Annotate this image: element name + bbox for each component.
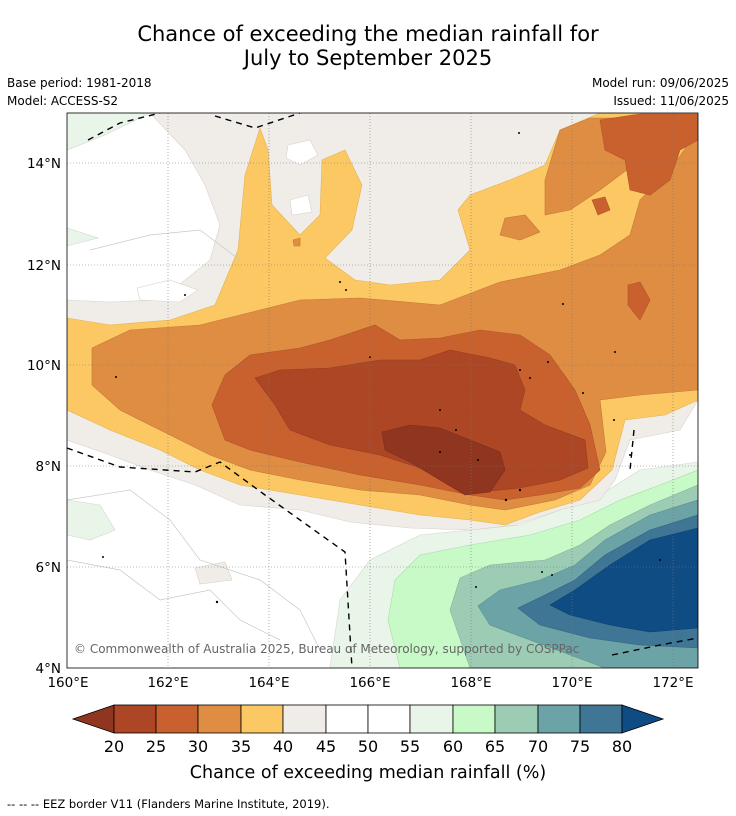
copyright-text: © Commonwealth of Australia 2025, Bureau… bbox=[74, 642, 579, 656]
lon-label-166e: 166°E bbox=[349, 675, 390, 691]
eez-borders bbox=[67, 113, 698, 668]
cbar-40-45 bbox=[282, 704, 327, 734]
meta-left: Base period: 1981-2018 Model: ACCESS-S2 bbox=[7, 74, 152, 110]
title-line-2: July to September 2025 bbox=[243, 46, 493, 70]
contour-lines bbox=[67, 229, 321, 651]
cbar-lt20 bbox=[71, 704, 115, 734]
lon-label-170e: 170°E bbox=[551, 675, 592, 691]
lat-label-8n: 8°N bbox=[36, 459, 61, 475]
cbar-gt80 bbox=[621, 704, 665, 734]
cbar-30-35 bbox=[197, 704, 242, 734]
cbar-45-50 bbox=[325, 704, 369, 734]
fill-55-60-west bbox=[67, 227, 100, 247]
cbar-60-65 bbox=[452, 704, 496, 734]
lat-labels: 4°N 6°N 8°N 10°N 12°N 14°N bbox=[27, 156, 61, 677]
issued-date: Issued: 11/06/2025 bbox=[613, 94, 729, 108]
lat-label-14n: 14°N bbox=[27, 156, 61, 172]
cbar-tick-80: 80 bbox=[612, 737, 632, 756]
map-title: Chance of exceeding the median rainfall … bbox=[0, 22, 736, 70]
plot-frame bbox=[66, 112, 699, 669]
fill-gt80 bbox=[549, 527, 698, 633]
colorbar bbox=[71, 704, 665, 734]
model-name: Model: ACCESS-S2 bbox=[7, 94, 119, 108]
lon-label-168e: 168°E bbox=[450, 675, 491, 691]
colorbar-ticks: 20 25 30 35 40 45 50 55 60 65 70 75 80 bbox=[104, 737, 632, 756]
cbar-tick-25: 25 bbox=[146, 737, 166, 756]
graticule bbox=[67, 113, 698, 668]
cbar-65-70 bbox=[494, 704, 539, 734]
fill-45-50-hole-4 bbox=[136, 279, 199, 303]
cbar-tick-55: 55 bbox=[400, 737, 420, 756]
fill-30-35-small bbox=[499, 214, 541, 241]
cbar-tick-40: 40 bbox=[273, 737, 293, 756]
lon-labels: 160°E 162°E 164°E 166°E 168°E 170°E 172°… bbox=[47, 675, 693, 691]
cbar-tick-20: 20 bbox=[104, 737, 124, 756]
cbar-tick-45: 45 bbox=[316, 737, 336, 756]
lon-label-164e: 164°E bbox=[248, 675, 289, 691]
lat-label-6n: 6°N bbox=[36, 560, 61, 576]
fill-55-60-southwest bbox=[67, 499, 116, 541]
cbar-tick-30: 30 bbox=[188, 737, 208, 756]
lon-label-172e: 172°E bbox=[652, 675, 693, 691]
model-run: Model run: 09/06/2025 bbox=[591, 76, 729, 90]
cbar-tick-50: 50 bbox=[358, 737, 378, 756]
islands bbox=[102, 132, 661, 604]
cbar-70-75 bbox=[537, 704, 581, 734]
lat-label-4n: 4°N bbox=[36, 661, 61, 677]
fill-55-60-northwest bbox=[67, 113, 151, 151]
base-period: Base period: 1981-2018 bbox=[7, 76, 152, 90]
cbar-tick-60: 60 bbox=[443, 737, 463, 756]
colorbar-title: Chance of exceeding median rainfall (%) bbox=[190, 763, 546, 783]
cbar-20-25 bbox=[113, 704, 157, 734]
lon-label-162e: 162°E bbox=[147, 675, 188, 691]
cbar-35-40 bbox=[240, 704, 284, 734]
cbar-55-60 bbox=[409, 704, 454, 734]
meta-right: Model run: 09/06/2025 Issued: 11/06/2025 bbox=[592, 74, 729, 110]
title-line-1: Chance of exceeding the median rainfall … bbox=[137, 22, 599, 46]
fill-25-30-small bbox=[591, 196, 611, 216]
cbar-25-30 bbox=[155, 704, 199, 734]
fill-25-30-north bbox=[599, 113, 698, 196]
fill-lt20-core bbox=[381, 424, 506, 496]
fill-30-35-dot bbox=[292, 237, 301, 247]
cbar-tick-35: 35 bbox=[231, 737, 251, 756]
cbar-75-80 bbox=[579, 704, 623, 734]
lat-label-10n: 10°N bbox=[27, 358, 61, 374]
cbar-tick-70: 70 bbox=[528, 737, 548, 756]
fill-20-25-main bbox=[254, 349, 589, 493]
cbar-50-55 bbox=[367, 704, 411, 734]
cbar-tick-75: 75 bbox=[570, 737, 590, 756]
lat-label-12n: 12°N bbox=[27, 258, 61, 274]
map-fill-layers bbox=[67, 113, 698, 668]
cbar-tick-65: 65 bbox=[485, 737, 505, 756]
fill-25-30-east bbox=[627, 281, 651, 321]
fill-45-50-hole-2 bbox=[289, 194, 313, 216]
lon-label-160e: 160°E bbox=[47, 675, 88, 691]
fill-45-50-hole-1 bbox=[285, 139, 319, 166]
eez-footnote: -- -- -- EEZ border V11 (Flanders Marine… bbox=[7, 797, 330, 811]
